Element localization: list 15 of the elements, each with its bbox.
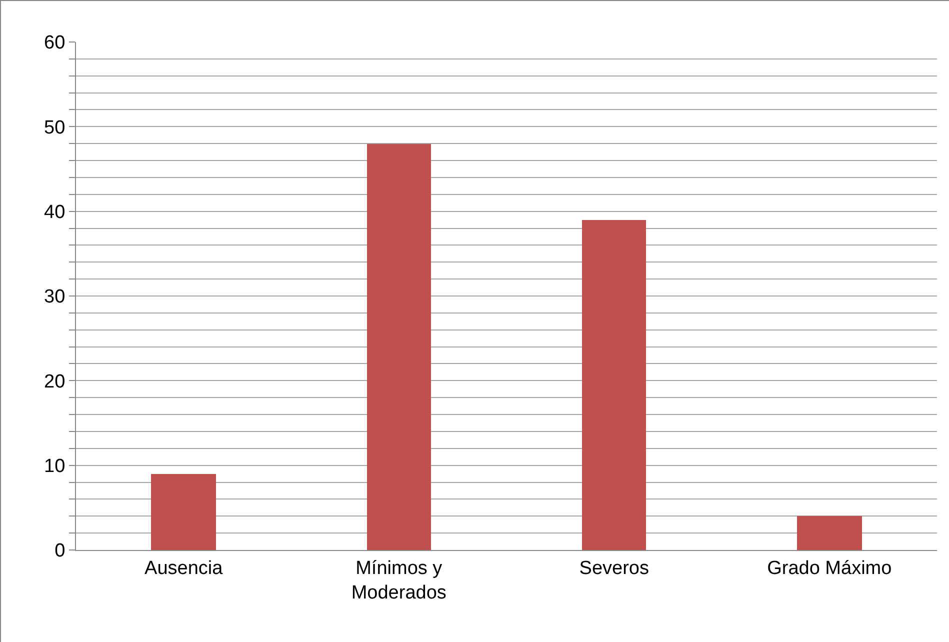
y-tick-label: 0 bbox=[54, 540, 66, 562]
x-tick-label: Grado Máximo bbox=[767, 558, 892, 579]
bar bbox=[797, 516, 862, 550]
x-tick-label: Mínimos y Moderados bbox=[351, 558, 446, 604]
x-tick-label: Ausencia bbox=[144, 558, 224, 579]
bar bbox=[582, 220, 646, 550]
bar bbox=[367, 144, 431, 550]
y-tick-label: 50 bbox=[44, 117, 66, 138]
y-tick-label: 40 bbox=[44, 202, 66, 223]
y-tick-label: 30 bbox=[44, 286, 66, 308]
y-tick-label: 60 bbox=[44, 32, 66, 54]
x-tick-label: Severos bbox=[579, 558, 649, 579]
y-tick-label: 10 bbox=[44, 456, 66, 477]
y-tick-label: 20 bbox=[44, 371, 66, 392]
bar bbox=[151, 474, 216, 550]
